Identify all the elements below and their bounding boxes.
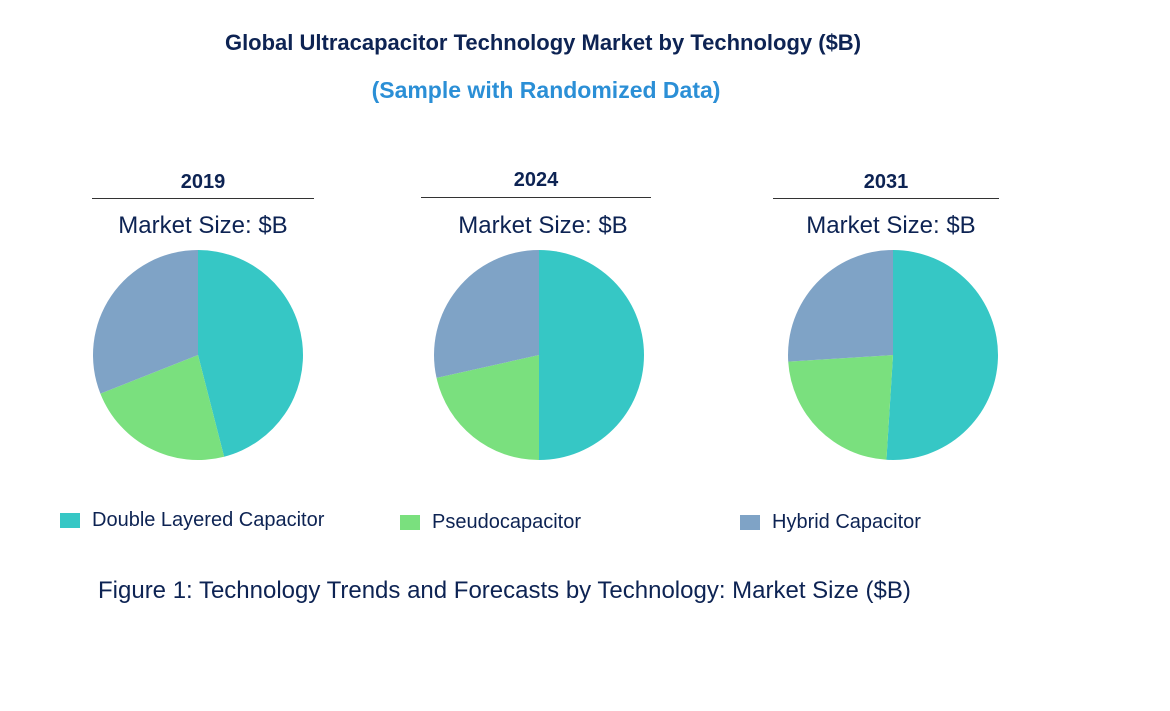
market-size-label: Market Size: $B — [806, 212, 976, 239]
year-label-2031: 2031 — [863, 171, 909, 193]
legend-swatch — [60, 513, 80, 528]
legend-item: Pseudocapacitor — [400, 511, 581, 534]
legend-label: Hybrid Capacitor — [772, 511, 921, 533]
pie-slice-2024-double-layered-capacitor — [539, 250, 644, 460]
chart-subtitle: (Sample with Randomized Data) — [371, 77, 721, 103]
legend-swatch — [400, 515, 420, 530]
year-label-2024: 2024 — [513, 169, 559, 191]
pie-slice-2019-hybrid-capacitor — [92, 250, 198, 394]
pie-slice-2024-hybrid-capacitor — [434, 250, 539, 378]
pie-slice-2031-double-layered-capacitor — [886, 250, 998, 460]
figure-caption: Figure 1: Technology Trends and Forecast… — [98, 577, 911, 604]
chart-title: Global Ultracapacitor Technology Market … — [224, 30, 862, 55]
pie-slice-2024-pseudocapacitor — [436, 355, 539, 460]
legend-item: Double Layered Capacitor — [60, 509, 324, 532]
legend-label: Double Layered Capacitor — [92, 509, 325, 531]
pie-slice-2031-hybrid-capacitor — [788, 250, 893, 362]
market-size-label: Market Size: $B — [458, 212, 628, 239]
year-rule — [421, 197, 651, 198]
market-size-label: Market Size: $B — [118, 212, 288, 239]
legend-swatch — [740, 515, 760, 530]
pie-slice-2019-double-layered-capacitor — [198, 250, 304, 457]
pie-slice-2031-pseudocapacitor — [788, 355, 893, 460]
year-label-2019: 2019 — [180, 171, 226, 193]
year-rule — [92, 198, 314, 199]
year-rule — [773, 198, 999, 199]
pie-slice-2019-pseudocapacitor — [100, 355, 225, 460]
legend-item: Hybrid Capacitor — [740, 511, 921, 534]
legend-label: Pseudocapacitor — [432, 511, 581, 533]
